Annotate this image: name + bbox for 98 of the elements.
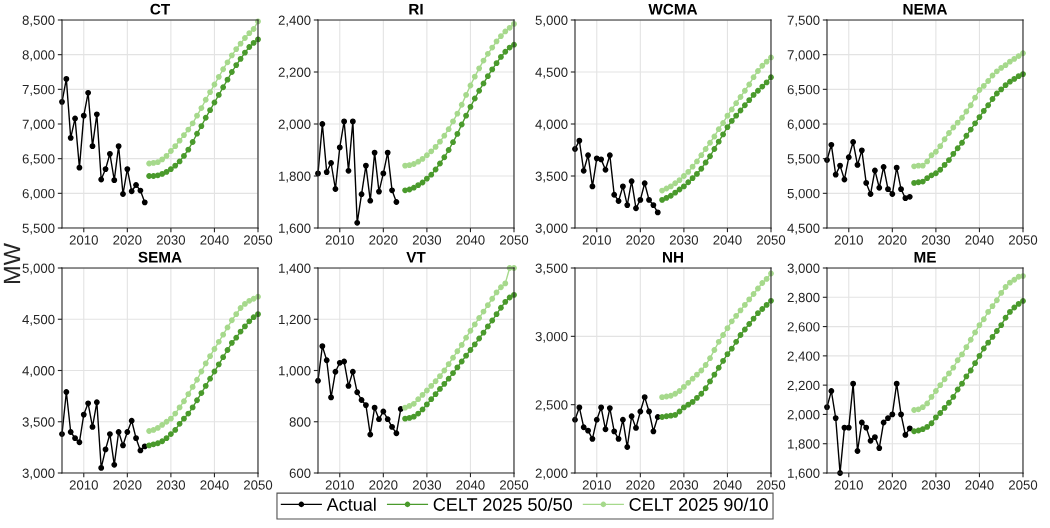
y-tick-label: 1,400: [279, 263, 311, 275]
y-tick-label: 3,000: [787, 263, 820, 275]
y-tick-label: 5,000: [22, 263, 55, 275]
y-tick-label: 4,500: [535, 67, 568, 79]
x-tick-label: 2040: [200, 480, 229, 490]
y-tick-label: 5,500: [22, 223, 55, 235]
y-tick-label: 3,000: [535, 223, 568, 235]
y-tick-label: 3,000: [22, 468, 55, 480]
x-tick-label: 2010: [325, 235, 354, 245]
x-tick-label: 2040: [456, 480, 485, 490]
y-tick-label: 7,500: [787, 15, 820, 27]
x-tick-label: 2050: [243, 235, 273, 245]
x-tick-label: 2020: [113, 235, 142, 245]
y-axis-title: MW: [3, 243, 21, 284]
y-tick-label: 7,500: [22, 84, 55, 96]
chart-title: CT: [150, 3, 171, 15]
chart-title: NH: [662, 251, 683, 263]
chart-title: ME: [914, 251, 936, 263]
y-tick-label: 4,500: [787, 223, 820, 235]
x-tick-label: 2030: [921, 235, 951, 245]
chart-title: WCMA: [648, 3, 698, 15]
x-tick-label: 2020: [626, 480, 655, 490]
y-tick-label: 2,800: [787, 292, 820, 304]
x-tick-label: 2040: [456, 235, 485, 245]
y-tick-label: 1,800: [279, 171, 311, 183]
y-tick-label: 4,000: [535, 119, 568, 131]
y-tick-label: 7,000: [22, 119, 55, 131]
x-tick-label: 2030: [921, 480, 951, 490]
chart-title: SEMA: [138, 251, 182, 263]
x-tick-label: 2040: [713, 480, 742, 490]
y-tick-label: 1,600: [788, 468, 820, 480]
y-tick-label: 1,200: [279, 314, 311, 326]
x-tick-label: 2050: [1008, 235, 1038, 245]
y-tick-label: 8,500: [22, 15, 55, 27]
legend-label: CELT 2025 50/50: [433, 497, 572, 511]
y-tick-label: 4,000: [22, 366, 55, 377]
y-tick-label: 1,600: [279, 223, 311, 235]
x-tick-label: 2050: [756, 480, 786, 490]
y-tick-label: 3,500: [22, 417, 55, 429]
legend-label: CELT 2025 90/10: [629, 497, 768, 511]
legend-label: Actual: [326, 497, 376, 511]
y-tick-label: 4,500: [22, 314, 55, 326]
y-tick-label: 6,500: [787, 84, 820, 96]
x-tick-label: 2020: [878, 235, 907, 245]
x-tick-label: 2010: [582, 480, 611, 490]
chart-title: RI: [409, 3, 423, 15]
x-tick-label: 2030: [669, 480, 699, 490]
y-tick-label: 2,000: [278, 119, 311, 131]
x-tick-label: 2020: [878, 480, 907, 490]
chart-title: VT: [406, 251, 426, 263]
y-tick-label: 6,000: [787, 119, 820, 131]
y-tick-label: 6,500: [22, 154, 55, 166]
y-tick-label: 1,800: [788, 439, 820, 451]
x-tick-label: 2050: [243, 480, 273, 490]
x-tick-label: 2020: [626, 235, 655, 245]
y-tick-label: 6,000: [22, 188, 55, 200]
x-tick-label: 2030: [669, 235, 699, 245]
x-tick-label: 2040: [965, 480, 994, 490]
y-tick-label: 3,500: [535, 263, 568, 275]
y-tick-label: 2,600: [787, 322, 820, 334]
y-tick-label: 2,200: [787, 380, 820, 392]
x-tick-label: 2030: [156, 480, 186, 490]
x-tick-label: 2050: [756, 235, 786, 245]
x-tick-label: 2020: [369, 235, 398, 245]
x-tick-label: 2010: [582, 235, 611, 245]
y-tick-label: 2,400: [787, 351, 820, 363]
x-tick-label: 2050: [499, 235, 529, 245]
x-tick-label: 2030: [156, 235, 186, 245]
y-tick-label: 2,000: [787, 410, 820, 421]
x-tick-label: 2040: [965, 235, 994, 245]
y-tick-label: 2,200: [278, 67, 311, 79]
y-tick-label: 5,000: [787, 188, 820, 200]
y-tick-label: 3,500: [535, 171, 568, 183]
x-tick-label: 2050: [1008, 480, 1038, 490]
x-tick-label: 2040: [713, 235, 742, 245]
x-tick-label: 2010: [325, 480, 354, 490]
y-tick-label: 5,500: [787, 154, 820, 166]
y-tick-label: 8,000: [22, 50, 55, 62]
y-tick-label: 7,000: [787, 50, 820, 62]
x-tick-label: 2020: [113, 480, 142, 490]
chart-title: NEMA: [903, 3, 948, 15]
x-tick-label: 2010: [69, 235, 98, 245]
y-tick-label: 2,000: [535, 468, 568, 480]
y-tick-label: 5,000: [535, 15, 568, 27]
y-tick-label: 1,000: [279, 366, 311, 377]
x-tick-label: 2010: [69, 480, 98, 490]
y-tick-label: 600: [289, 468, 311, 478]
x-tick-label: 2020: [369, 480, 398, 490]
x-tick-label: 2030: [412, 480, 442, 490]
y-tick-label: 2,400: [278, 15, 311, 27]
y-tick-label: 3,000: [535, 331, 568, 343]
y-tick-label: 800: [289, 417, 311, 427]
x-tick-label: 2040: [200, 235, 229, 245]
x-tick-label: 2010: [834, 235, 863, 245]
x-tick-label: 2010: [834, 480, 863, 490]
x-tick-label: 2030: [412, 235, 442, 245]
y-tick-label: 2,500: [535, 400, 568, 412]
x-tick-label: 2050: [499, 480, 529, 490]
